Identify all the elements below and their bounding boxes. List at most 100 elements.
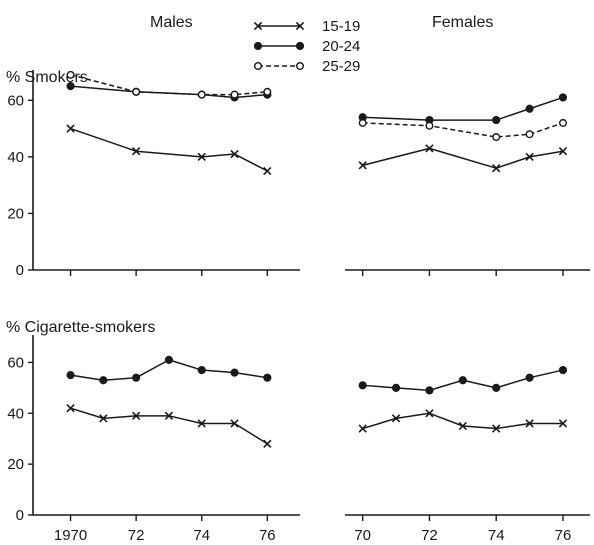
x-tick-label: 72 [421,527,438,544]
heading-females: Females [432,14,493,31]
data-point-15-19 [197,419,206,428]
data-point-15-19 [263,166,272,176]
data-point-15-19 [425,409,434,418]
data-point-15-19 [66,404,75,413]
data-point-15-19 [263,439,272,448]
data-point-25-29 [66,70,75,79]
data-point-20-24 [358,381,367,390]
series-20-24 [66,82,272,102]
x-tick-label: 74 [193,527,210,544]
data-point-25-29 [263,87,272,96]
legend-marker-start-25-29 [253,62,262,71]
x-tick-label: 76 [259,527,276,544]
data-point-25-29 [230,90,239,99]
series-15-19 [66,124,272,176]
y-tick-label: 40 [7,149,24,166]
data-point-20-24 [458,376,467,385]
data-point-15-19 [391,414,401,423]
data-point-15-19 [164,411,174,420]
x-tick-label: 1970 [54,527,87,544]
group-females [345,93,590,276]
series-20-24 [358,93,568,125]
series-25-29 [66,70,272,99]
legend-item-15-19: 15-19 [253,18,360,35]
legend-label-20-24: 20-24 [322,38,360,55]
data-point-25-29 [492,133,501,142]
series-15-19 [66,404,272,448]
group-males: 0 20 40 60 [7,70,300,279]
data-point-15-19 [458,421,467,431]
series-line-25-29 [70,74,268,96]
data-point-20-24 [66,371,75,380]
data-point-15-19 [558,147,568,156]
data-point-20-24 [425,386,434,395]
group-females: 70 72 74 76 [345,365,590,544]
y-tick-label: 60 [7,92,24,109]
x-tick-label: 72 [128,527,145,544]
data-point-15-19 [230,149,239,159]
data-point-15-19 [230,419,239,428]
data-point-25-29 [558,118,567,127]
data-point-15-19 [358,424,367,433]
data-point-15-19 [197,152,206,162]
y-tick-label: 60 [7,354,24,371]
series-15-19 [358,409,568,433]
data-point-15-19 [492,164,501,173]
data-point-25-29 [132,87,141,96]
data-point-15-19 [66,124,75,133]
legend-marker-start-15-19 [253,21,263,31]
data-point-20-24 [558,93,568,102]
data-point-15-19 [558,419,568,428]
x-tick-label: 74 [488,527,505,544]
panel-cigarette-smokers: % Cigarette-smokers 0 20 40 60 1970 72 74 76 70 72… [6,319,590,544]
legend-label-25-29: 25-29 [322,58,360,75]
panel-ylabel: % Smokers [6,69,88,86]
data-point-20-24 [492,115,501,125]
data-point-25-29 [525,130,534,139]
series-15-19 [358,144,568,173]
legend-item-20-24: 20-24 [253,38,360,55]
data-point-15-19 [358,161,367,170]
data-point-20-24 [525,104,534,113]
series-line-25-29 [362,122,564,138]
data-point-15-19 [492,424,501,433]
x-tick-label: 76 [555,527,572,544]
data-point-25-29 [358,118,367,127]
chart-panels: % Smokers 0 20 40 60 % Cigarette-smokers 0 20 40… [6,69,590,544]
data-point-20-24 [525,373,534,382]
data-point-20-24 [230,368,239,377]
heading-males: Males [150,14,193,31]
y-tick-label: 20 [7,456,24,473]
data-point-15-19 [131,147,141,156]
series-20-24 [358,365,568,395]
legend: 15-19 20-24 25-29 [253,18,360,75]
y-tick-label: 0 [16,262,24,279]
series-line-15-19 [70,127,268,172]
figure-headings: Males Females [150,14,493,31]
legend-marker-end-25-29 [296,62,305,71]
panel-smokers: % Smokers 0 20 40 60 [6,69,590,279]
legend-label-15-19: 15-19 [322,18,360,35]
data-point-25-29 [197,90,206,99]
y-tick-label: 20 [7,205,24,222]
series-25-29 [358,118,567,142]
legend-marker-end-15-19 [295,21,305,31]
series-line-15-19 [362,147,564,169]
series-20-24 [66,355,272,385]
data-point-20-24 [164,355,174,364]
data-point-20-24 [263,373,272,382]
y-tick-label: 40 [7,405,24,422]
y-tick-label: 0 [16,507,24,524]
group-males: 0 20 40 60 1970 72 74 76 [7,335,300,544]
legend-marker-end-20-24 [295,41,305,51]
panel-ylabel: % Cigarette-smokers [6,319,155,336]
legend-item-25-29: 25-29 [253,58,360,75]
data-point-15-19 [99,414,108,423]
data-point-20-24 [492,383,501,392]
data-point-25-29 [425,121,434,130]
data-point-20-24 [197,365,206,375]
data-point-15-19 [525,419,534,428]
data-point-15-19 [131,411,141,420]
x-tick-label: 70 [354,527,371,544]
